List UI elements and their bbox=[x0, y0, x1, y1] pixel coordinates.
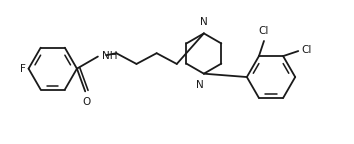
Text: NH: NH bbox=[102, 51, 118, 61]
Text: F: F bbox=[20, 64, 26, 74]
Text: O: O bbox=[83, 97, 91, 107]
Text: N: N bbox=[200, 17, 208, 27]
Text: Cl: Cl bbox=[302, 45, 312, 55]
Text: N: N bbox=[196, 80, 204, 90]
Text: Cl: Cl bbox=[259, 26, 269, 36]
